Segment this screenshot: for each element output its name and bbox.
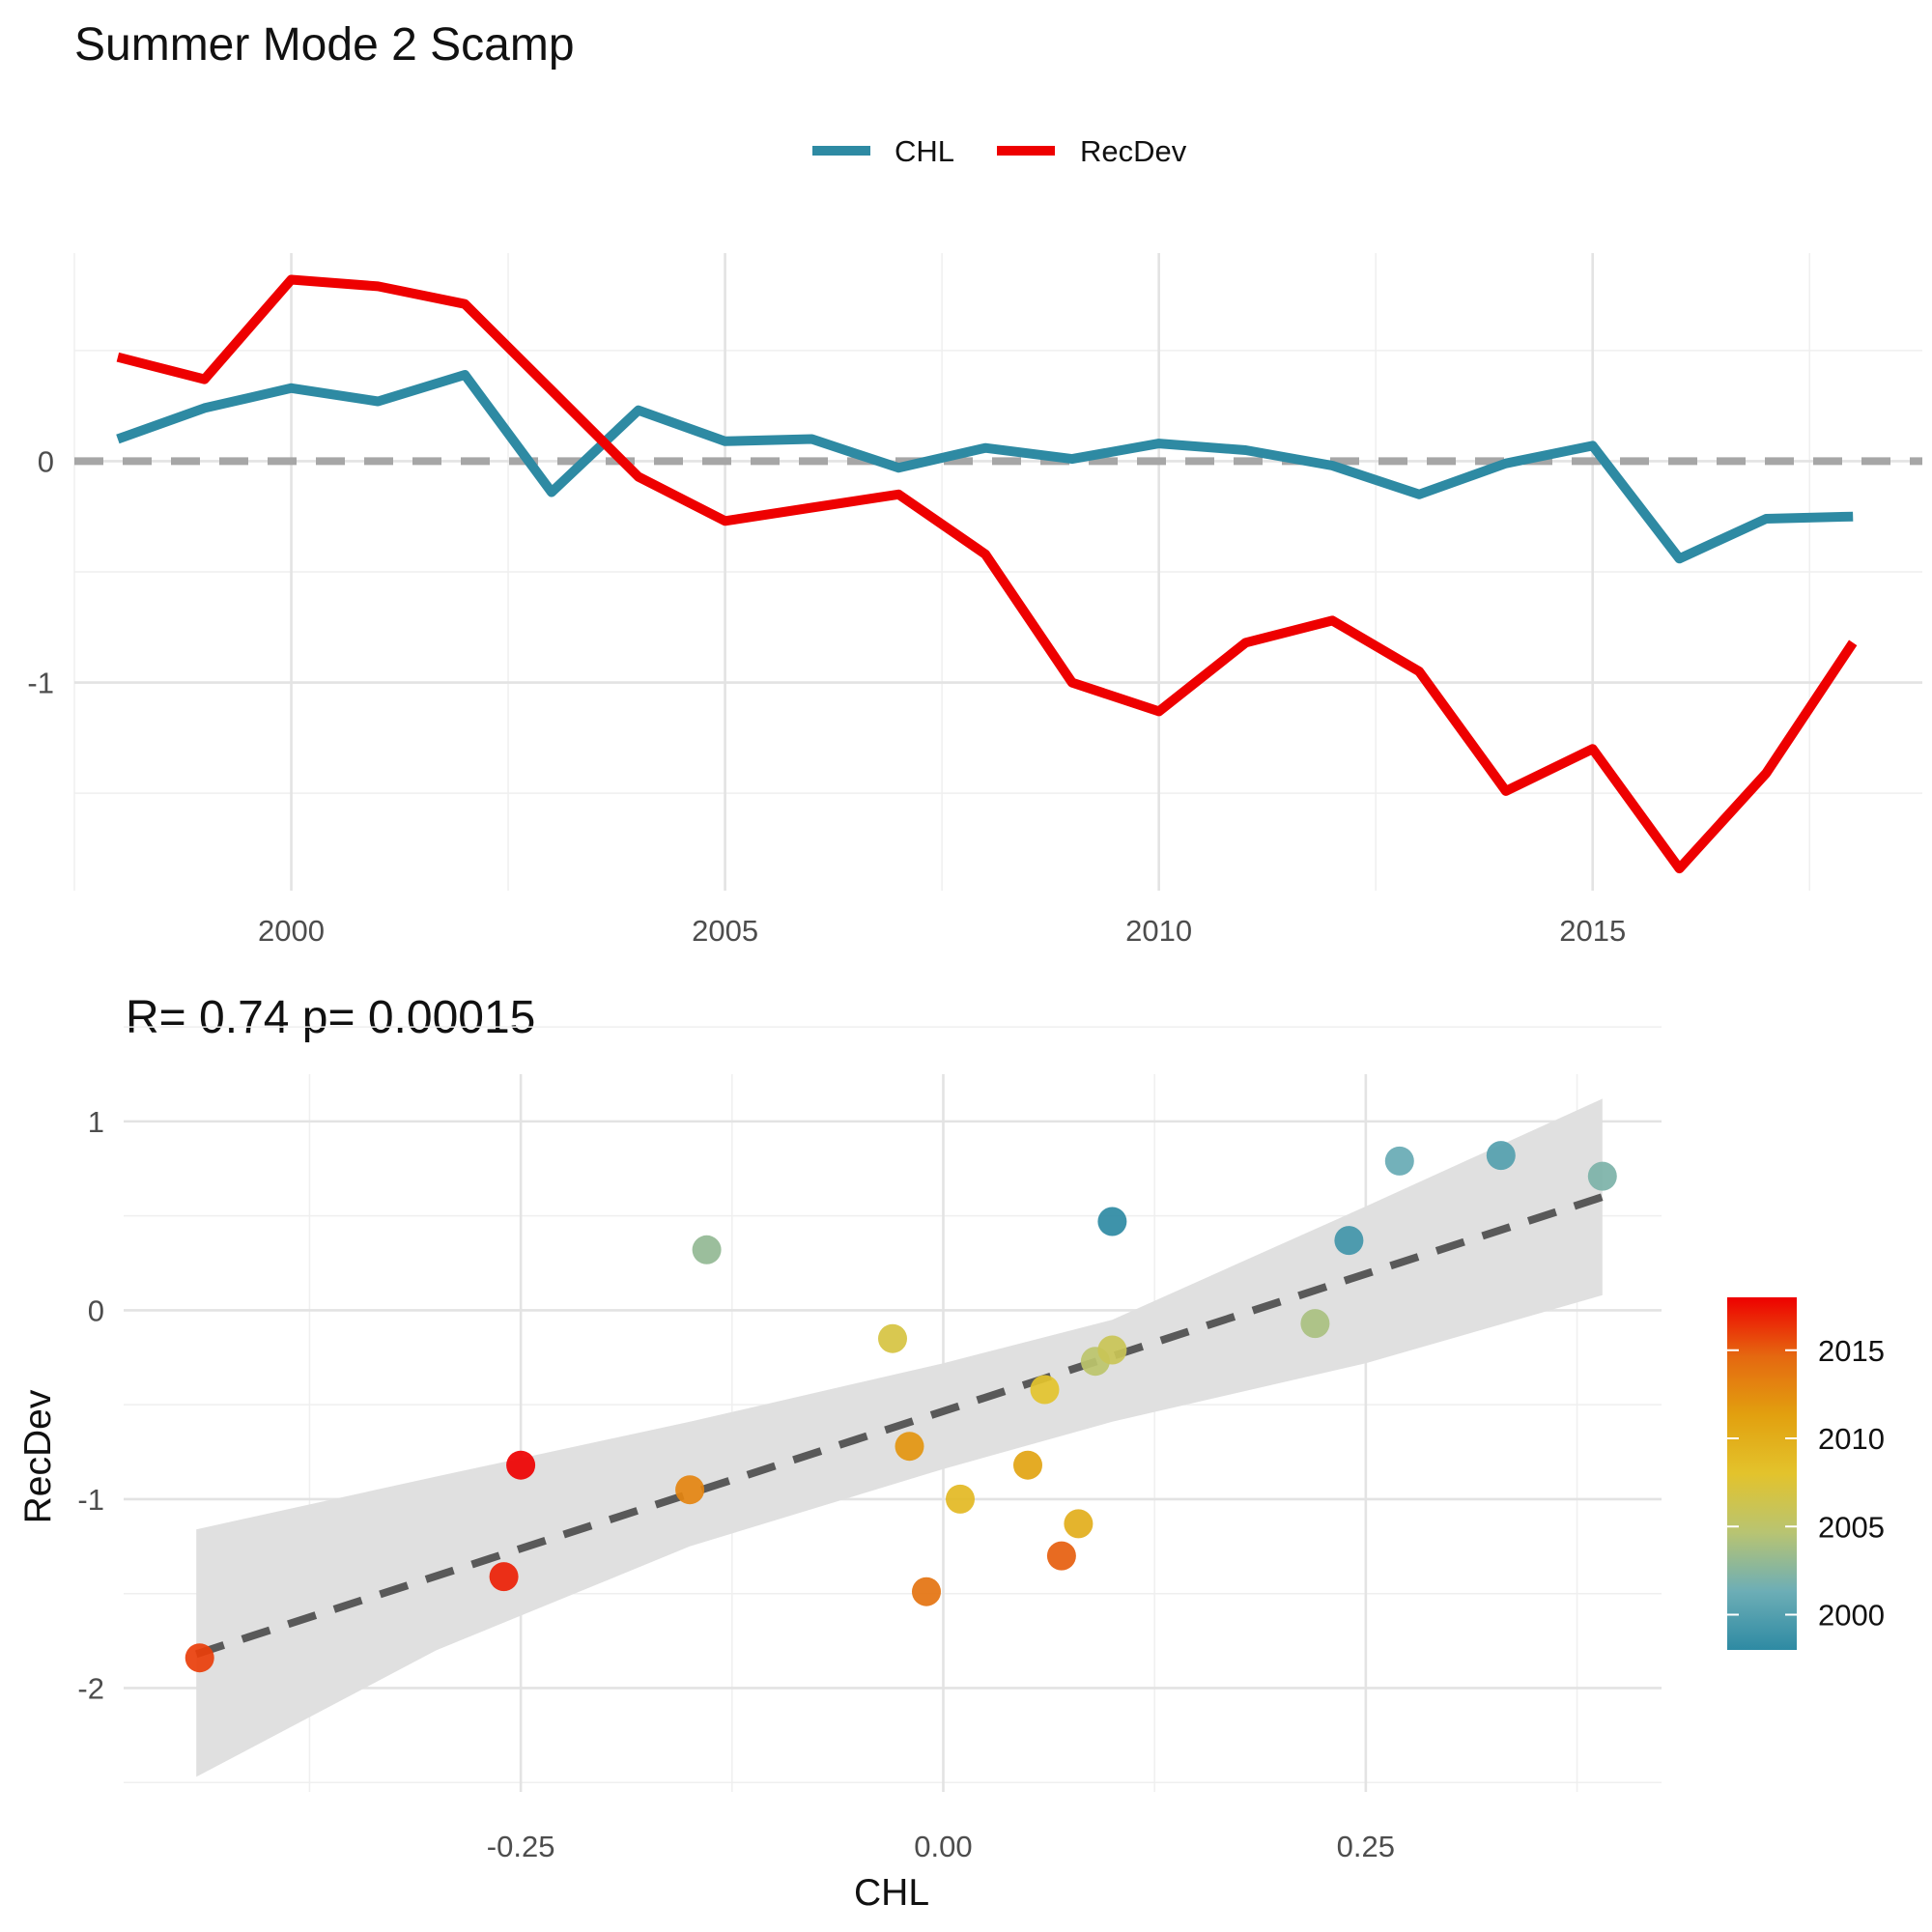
series-line-chl	[116, 370, 1854, 564]
scatter-subtitle: R= 0.74 p= 0.00015	[126, 992, 535, 1043]
timeseries-y-tick-labels: -1 0	[27, 444, 54, 699]
data-point	[946, 1484, 975, 1514]
legend: CHL RecDev	[812, 134, 1187, 168]
colorbar-tick-label: 2015	[1818, 1334, 1885, 1368]
colorbar-tick-label: 2005	[1818, 1510, 1885, 1544]
x-tick-label: -0.25	[487, 1830, 555, 1863]
data-point	[878, 1323, 907, 1353]
colorbar-gradient	[1727, 1297, 1797, 1650]
scatter-x-tick-labels: -0.25 0.00 0.25	[487, 1830, 1395, 1863]
data-point	[1097, 1335, 1127, 1365]
data-point	[1013, 1450, 1042, 1480]
data-point	[1030, 1375, 1060, 1405]
timeseries-panel: 2000 2005 2010 2015 -1 0	[27, 253, 1922, 948]
data-point	[912, 1577, 941, 1606]
x-axis-title: CHL	[854, 1872, 929, 1914]
y-tick-label: -1	[77, 1483, 104, 1517]
legend-label-chl: CHL	[895, 134, 954, 168]
series-line-recdev	[116, 274, 1858, 874]
regression-line	[194, 1193, 1605, 1659]
timeseries-x-tick-labels: 2000 2005 2010 2015	[258, 914, 1626, 948]
y-tick-label: -1	[27, 667, 54, 700]
colorbar: 2000 2005 2010 2015	[1727, 1297, 1885, 1650]
y-tick-label: 1	[88, 1105, 104, 1139]
data-point	[675, 1475, 705, 1505]
x-tick-label: 2015	[1559, 914, 1626, 948]
scatter-y-tick-labels: -2 -1 0 1	[77, 1105, 104, 1706]
data-point	[489, 1562, 519, 1592]
x-tick-label: 2010	[1125, 914, 1192, 948]
data-point	[895, 1432, 924, 1462]
y-tick-label: 0	[38, 444, 54, 478]
x-tick-label: 0.00	[914, 1830, 972, 1863]
scatter-panel: R= 0.74 p= 0.00015 -0.25 0.00 0.25 -2-101 …	[17, 992, 1662, 1914]
data-point	[1587, 1161, 1617, 1191]
data-point	[1384, 1146, 1414, 1176]
x-tick-label: 2005	[692, 914, 758, 948]
x-tick-label: 0.25	[1337, 1830, 1395, 1863]
data-point	[1300, 1309, 1330, 1339]
y-axis-title: RecDev	[17, 1389, 59, 1523]
data-point	[185, 1643, 214, 1673]
x-tick-label: 2000	[258, 914, 325, 948]
colorbar-tick-label: 2010	[1818, 1422, 1885, 1456]
y-tick-label: -2	[77, 1671, 104, 1705]
figure-title: Summer Mode 2 Scamp	[74, 19, 575, 71]
timeseries-lines	[116, 274, 1858, 874]
scatter-points	[185, 1141, 1617, 1673]
data-point	[506, 1450, 536, 1480]
data-point	[1097, 1207, 1127, 1236]
data-point	[1046, 1541, 1076, 1571]
colorbar-tick-label: 2000	[1818, 1599, 1885, 1633]
colorbar-ticks: 2000 2005 2010 2015	[1727, 1334, 1885, 1633]
data-point	[1486, 1141, 1516, 1171]
y-tick-label: 0	[88, 1293, 104, 1327]
legend-label-recdev: RecDev	[1080, 134, 1187, 168]
data-point	[692, 1235, 722, 1264]
data-point	[1064, 1509, 1094, 1539]
data-point	[1334, 1226, 1364, 1256]
